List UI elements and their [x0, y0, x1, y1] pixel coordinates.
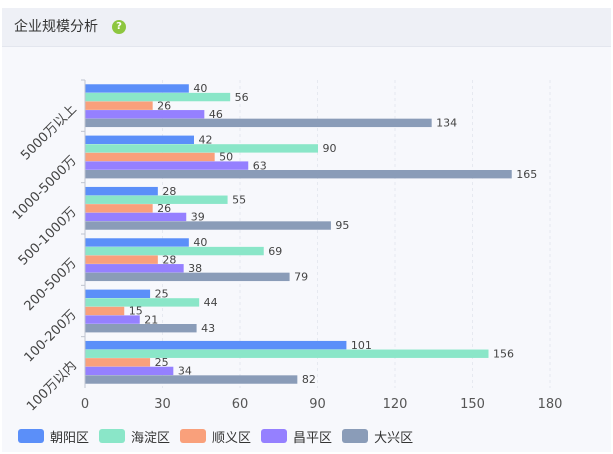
bar	[85, 340, 347, 350]
bar	[85, 255, 158, 264]
data-label: 26	[157, 99, 171, 112]
data-label: 101	[351, 339, 372, 352]
legend-swatch	[342, 429, 369, 443]
panel-header: 企业规模分析 ?	[2, 8, 611, 47]
data-label: 26	[157, 202, 171, 215]
legend-label: 顺义区	[212, 430, 252, 446]
bar	[85, 315, 140, 324]
bar	[85, 170, 512, 179]
legend-label: 大兴区	[374, 430, 414, 446]
bar	[85, 246, 264, 256]
question-circle-icon[interactable]: ?	[112, 20, 126, 34]
bar-chart: 0 30 60 90 120 150 180 100万以内 101 156 25 34 82 100-20…	[10, 79, 563, 414]
legend-item[interactable]: 朝阳区	[18, 427, 89, 446]
data-label: 43	[201, 322, 215, 335]
data-label: 15	[129, 305, 143, 318]
data-label: 34	[178, 365, 192, 378]
legend-swatch	[261, 429, 288, 443]
data-label: 134	[436, 117, 457, 130]
bar	[85, 375, 298, 384]
legend-label: 朝阳区	[50, 430, 90, 446]
bar	[85, 110, 205, 119]
enterprise-scale-panel: 企业规模分析 ? 0 30 60 90 120 150 180 100万以内 101 156 25 3…	[2, 8, 611, 452]
y-category-label: 100万以内	[23, 358, 79, 414]
y-category-label: 100-200万	[22, 307, 80, 365]
data-label: 63	[253, 159, 267, 172]
data-label: 82	[302, 373, 316, 386]
data-label: 25	[155, 356, 169, 369]
legend-item[interactable]: 大兴区	[342, 427, 413, 446]
y-category-label: 5000万以上	[18, 102, 80, 164]
legend-item[interactable]: 昌平区	[261, 427, 332, 446]
legend-item[interactable]: 海淀区	[99, 427, 170, 446]
bar	[85, 324, 197, 333]
data-label: 21	[144, 313, 158, 326]
legend-item[interactable]: 顺义区	[180, 427, 251, 446]
legend-label: 昌平区	[293, 430, 333, 446]
data-label: 42	[199, 134, 213, 147]
bar	[85, 264, 184, 273]
data-label: 28	[162, 185, 176, 198]
x-tick-label: 30	[154, 397, 171, 412]
bar	[85, 144, 318, 153]
bar	[85, 101, 153, 110]
data-label: 50	[219, 151, 233, 164]
bar	[85, 186, 158, 196]
bar	[85, 221, 331, 230]
bar	[85, 238, 189, 247]
panel-title: 企业规模分析	[14, 19, 98, 35]
bar	[85, 161, 249, 170]
bar	[85, 212, 187, 222]
bar	[85, 366, 174, 376]
x-tick-label: 150	[460, 397, 485, 412]
data-label: 56	[235, 91, 249, 104]
bar	[85, 92, 231, 102]
data-label: 90	[323, 142, 337, 155]
legend-label: 海淀区	[131, 430, 171, 446]
x-tick-label: 60	[232, 397, 249, 412]
data-label: 25	[155, 288, 169, 301]
x-tick-label: 90	[309, 397, 326, 412]
legend-swatch	[180, 429, 207, 443]
data-label: 165	[516, 168, 537, 181]
bar	[85, 204, 153, 213]
bar	[85, 306, 125, 316]
data-label: 95	[335, 219, 349, 232]
x-tick-label: 120	[383, 397, 408, 412]
bar	[85, 349, 489, 358]
data-label: 44	[204, 296, 218, 309]
data-label: 38	[188, 262, 202, 275]
data-label: 156	[493, 347, 514, 360]
chart-legend: 朝阳区 海淀区 顺义区 昌平区 大兴区	[18, 426, 423, 446]
data-label: 79	[294, 271, 308, 284]
bar	[85, 298, 200, 307]
data-label: 40	[193, 82, 207, 95]
bar	[85, 358, 151, 367]
bar	[85, 289, 151, 298]
bar	[85, 152, 215, 162]
x-tick-label: 180	[538, 397, 563, 412]
x-tick-label: 0	[81, 397, 89, 412]
legend-swatch	[99, 429, 126, 443]
data-label: 28	[162, 253, 176, 266]
data-label: 40	[193, 236, 207, 249]
data-label: 46	[209, 108, 223, 121]
data-label: 39	[191, 211, 205, 224]
bar	[85, 118, 432, 128]
data-label: 55	[232, 193, 246, 206]
bar	[85, 195, 228, 204]
bar	[85, 84, 189, 93]
bar	[85, 135, 194, 144]
bar	[85, 272, 290, 282]
legend-swatch	[18, 429, 44, 443]
data-label: 69	[268, 245, 282, 258]
